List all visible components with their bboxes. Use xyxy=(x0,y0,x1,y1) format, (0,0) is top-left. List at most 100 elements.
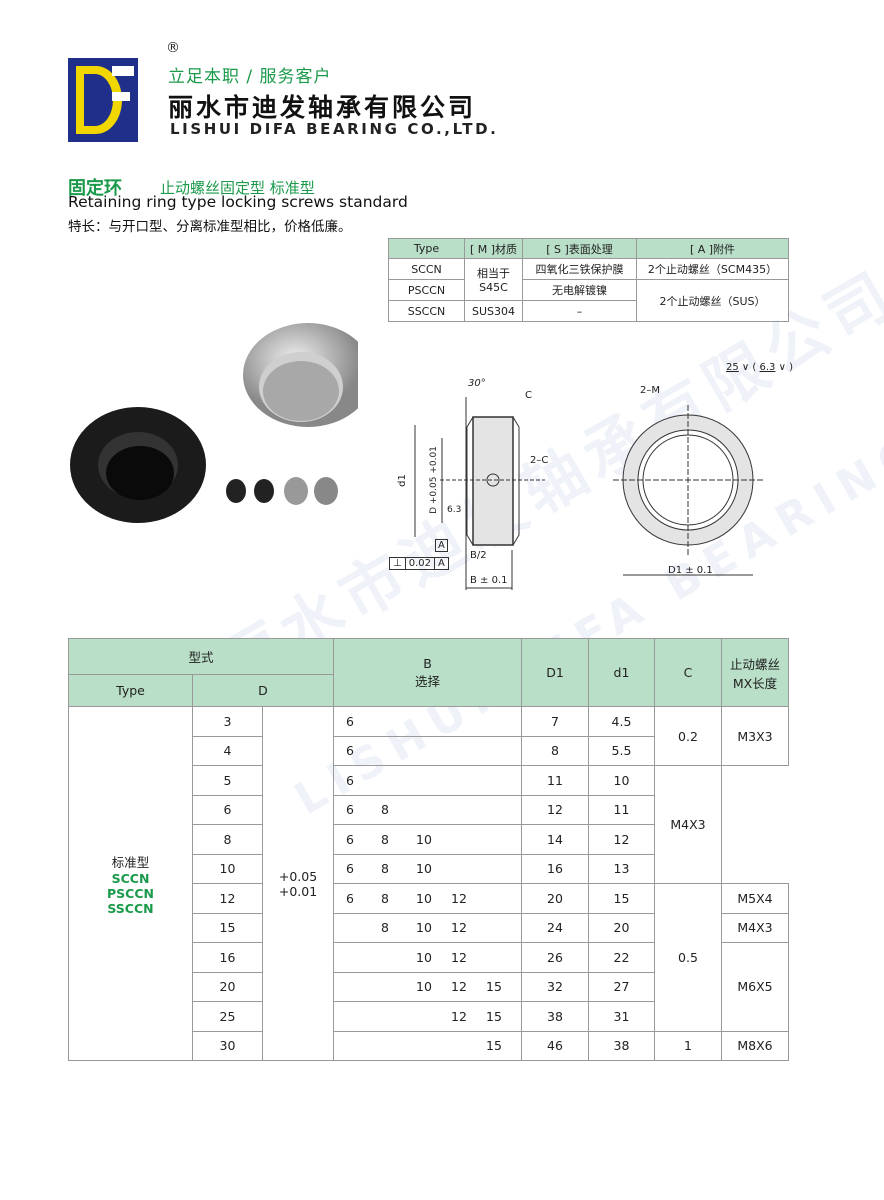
D1-value: 14 xyxy=(521,824,589,855)
spec-surface: – xyxy=(522,300,637,322)
B-value xyxy=(486,802,521,817)
company-name-cn: 丽水市迪发轴承有限公司 xyxy=(168,93,477,122)
B-options: 10 12 xyxy=(333,942,522,973)
d1-value: 13 xyxy=(588,853,655,884)
B-value xyxy=(346,950,381,965)
B-value xyxy=(381,979,416,994)
B-value: 12 xyxy=(451,920,467,936)
screw-value: M4X3 xyxy=(721,912,789,943)
slogan: 立足本职 / 服务客户 xyxy=(168,67,332,87)
B-options: 6 8 10 xyxy=(333,853,522,884)
D-value: 3 xyxy=(192,706,263,737)
chamfer-label: C xyxy=(525,390,532,401)
B-value xyxy=(346,1038,381,1053)
B-value xyxy=(381,1009,416,1024)
roughness-main: 25 ∨ ( 6.3 ∨ ) xyxy=(726,362,793,373)
d1-value: 10 xyxy=(588,765,655,796)
spec-accessory: 2个止动螺丝（SUS） xyxy=(636,279,789,322)
D1-value: 11 xyxy=(521,765,589,796)
screw-value: M4X3 xyxy=(654,765,722,884)
header-D1: D1 xyxy=(521,638,589,707)
B-value xyxy=(451,743,486,758)
d1-value: 11 xyxy=(588,794,655,825)
B-value xyxy=(486,714,521,729)
B-options: 6 8 10 xyxy=(333,824,522,855)
B-value xyxy=(451,1038,486,1053)
B-options: 12 15 xyxy=(333,1001,522,1032)
D-value: 30 xyxy=(192,1030,263,1061)
d1-value: 20 xyxy=(588,912,655,943)
D-value: 4 xyxy=(192,735,263,766)
tolerance-cell: +0.05 +0.01 xyxy=(262,706,334,1061)
B-value xyxy=(381,714,416,729)
B-value: 10 xyxy=(416,949,432,965)
table-row: 30 15 46 38 1 M8X6 xyxy=(69,1030,789,1061)
spec-type: SCCN xyxy=(388,258,465,280)
company-logo xyxy=(68,58,138,142)
half-b-label: B/2 xyxy=(470,550,487,561)
B-value: 15 xyxy=(486,1038,502,1054)
D1-value: 38 xyxy=(521,1001,589,1032)
B-value xyxy=(486,950,521,965)
B-value: 10 xyxy=(416,890,432,906)
set-screws xyxy=(226,477,338,505)
registered-mark: ® xyxy=(166,40,180,56)
table-row: 标准型 SCCN PSCCN SSCCN 3 +0.05 +0.01 6 7 4.5 0.2 M3X3 xyxy=(68,706,789,1061)
table-row: 6 6 8 12 11 xyxy=(69,794,789,825)
B-options: 8 10 12 xyxy=(333,912,522,943)
header-model: 型式 xyxy=(68,638,334,675)
type-cell: 标准型 SCCN PSCCN SSCCN xyxy=(68,706,193,1061)
spec-header: [ M ]材质 xyxy=(464,238,523,259)
B-value xyxy=(381,950,416,965)
tolerance-upper: +0.05 xyxy=(278,868,318,884)
B-value xyxy=(486,861,521,876)
B-value xyxy=(486,743,521,758)
B-value: 8 xyxy=(381,861,389,877)
spec-type: PSCCN xyxy=(388,279,465,301)
chamfer2-label: 2–C xyxy=(530,455,549,466)
screw-value: M8X6 xyxy=(721,1030,789,1061)
B-value: 10 xyxy=(416,979,432,995)
product-feature: 特长：与开口型、分离标准型相比，价格低廉。 xyxy=(68,219,352,235)
B-options: 6 8 10 12 xyxy=(333,883,522,914)
header-B: B 选择 xyxy=(333,638,522,707)
d1-label: d1 xyxy=(396,474,408,487)
screw-value: M3X3 xyxy=(721,706,789,766)
B-value xyxy=(451,773,486,788)
B-value xyxy=(346,1009,381,1024)
D1-value: 32 xyxy=(521,971,589,1002)
B-value xyxy=(416,743,451,758)
rough-other-value: 6.3 xyxy=(759,362,776,373)
D-value: 12 xyxy=(192,883,263,914)
perp-value: 0.02 xyxy=(406,558,435,569)
B-value xyxy=(451,861,486,876)
B-value: 6 xyxy=(346,772,354,788)
B-options: 6 xyxy=(333,765,522,796)
spec-surface: 无电解镀镍 xyxy=(522,279,637,301)
angle-label: 30° xyxy=(468,378,486,389)
spec-accessory: 2个止动螺丝（SCM435） xyxy=(636,258,789,280)
header-D: D xyxy=(192,674,334,707)
D1-value: 7 xyxy=(521,706,589,737)
d1-value: 12 xyxy=(588,824,655,855)
B-value xyxy=(416,1009,451,1024)
company-name-en: LISHUI DIFA BEARING CO.,LTD. xyxy=(170,120,499,138)
B-options: 15 xyxy=(333,1030,522,1061)
B-value: 10 xyxy=(416,920,432,936)
B-value: 8 xyxy=(381,920,389,936)
header-d1: d1 xyxy=(588,638,655,707)
D-value: 20 xyxy=(192,971,263,1002)
product-subtitle: 止动螺丝固定型 标准型 xyxy=(160,179,315,197)
B-value: 6 xyxy=(346,713,354,729)
D1-tolerance-label: D1 ± 0.1 xyxy=(668,565,713,576)
B-value: 8 xyxy=(381,802,389,818)
header-screw: 止动螺丝 MX长度 xyxy=(721,638,789,707)
B-value xyxy=(346,979,381,994)
type-code: SSCCN xyxy=(107,900,154,916)
B-value xyxy=(451,802,486,817)
D1-value: 46 xyxy=(521,1030,589,1061)
D-value: 15 xyxy=(192,912,263,943)
B-value: 12 xyxy=(451,979,467,995)
B-value: 6 xyxy=(346,831,354,847)
d1-value: 4.5 xyxy=(588,706,655,737)
